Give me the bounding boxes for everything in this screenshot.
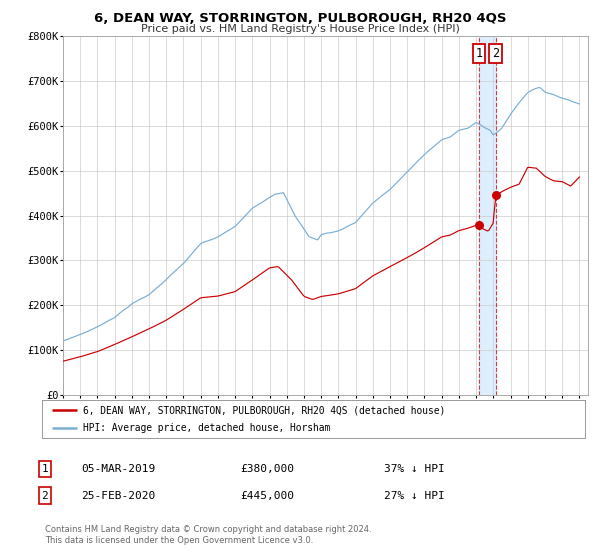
Text: £380,000: £380,000 xyxy=(240,464,294,474)
Text: 2: 2 xyxy=(41,491,49,501)
Text: 05-MAR-2019: 05-MAR-2019 xyxy=(81,464,155,474)
Text: 37% ↓ HPI: 37% ↓ HPI xyxy=(384,464,445,474)
Text: 1: 1 xyxy=(475,47,482,60)
Text: 25-FEB-2020: 25-FEB-2020 xyxy=(81,491,155,501)
Text: 6, DEAN WAY, STORRINGTON, PULBOROUGH, RH20 4QS: 6, DEAN WAY, STORRINGTON, PULBOROUGH, RH… xyxy=(94,12,506,25)
Text: £445,000: £445,000 xyxy=(240,491,294,501)
Text: HPI: Average price, detached house, Horsham: HPI: Average price, detached house, Hors… xyxy=(83,423,330,433)
Text: Contains HM Land Registry data © Crown copyright and database right 2024.
This d: Contains HM Land Registry data © Crown c… xyxy=(45,525,371,545)
Text: Price paid vs. HM Land Registry's House Price Index (HPI): Price paid vs. HM Land Registry's House … xyxy=(140,24,460,34)
Text: 2: 2 xyxy=(492,47,499,60)
Bar xyxy=(479,36,496,395)
Text: 27% ↓ HPI: 27% ↓ HPI xyxy=(384,491,445,501)
Text: 1: 1 xyxy=(41,464,49,474)
Text: 6, DEAN WAY, STORRINGTON, PULBOROUGH, RH20 4QS (detached house): 6, DEAN WAY, STORRINGTON, PULBOROUGH, RH… xyxy=(83,405,445,415)
